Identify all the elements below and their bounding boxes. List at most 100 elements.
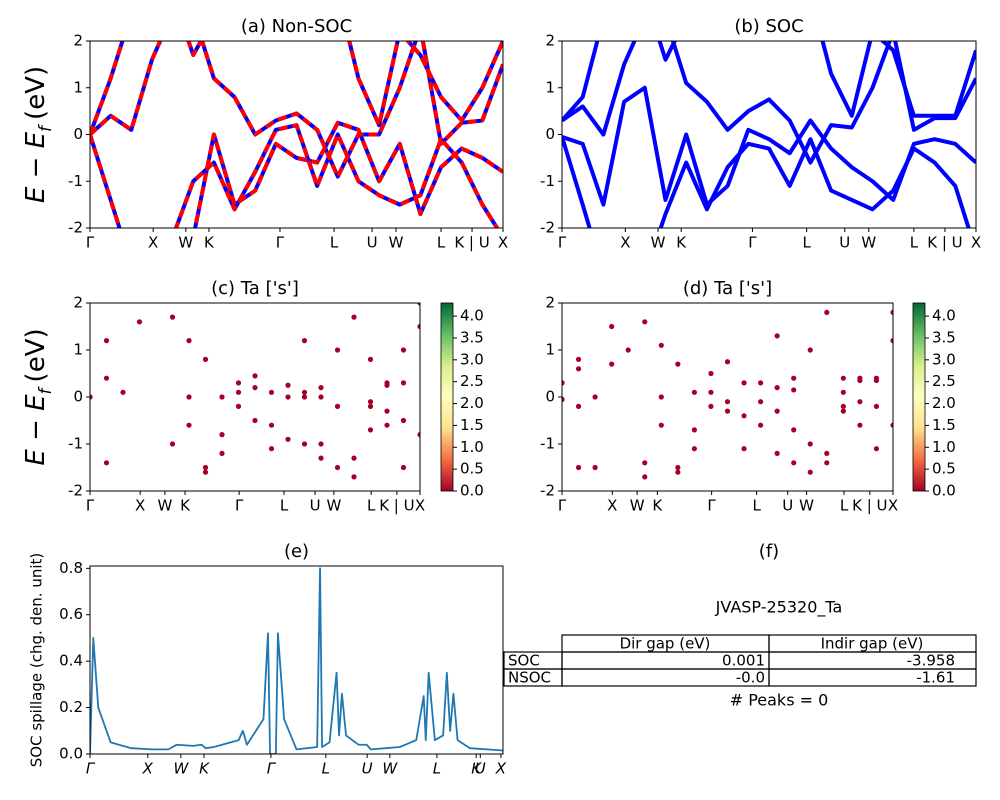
band-point xyxy=(186,277,191,282)
band-point xyxy=(400,380,407,386)
band-point xyxy=(658,422,664,428)
band-point xyxy=(774,385,780,391)
band-point xyxy=(153,535,158,540)
band-point xyxy=(609,253,614,258)
y-tick-label: 0.2 xyxy=(59,698,83,716)
band-point xyxy=(575,464,582,471)
x-tick-label: X xyxy=(607,497,617,515)
band-point xyxy=(642,319,648,325)
x-tick-label: L xyxy=(437,234,446,252)
colorbar-tick-label: 3.5 xyxy=(460,328,484,346)
band-point xyxy=(417,323,420,330)
band-line xyxy=(562,136,971,228)
y-tick-label: 1 xyxy=(545,78,555,96)
x-tick-label: W xyxy=(157,497,172,515)
band-point xyxy=(236,253,241,258)
colorbar xyxy=(440,302,454,492)
y-tick-label: 0 xyxy=(73,388,83,406)
band-point xyxy=(592,394,598,400)
band-point xyxy=(268,446,275,452)
x-tick-label: X xyxy=(142,760,154,778)
y-tick-label: -2 xyxy=(540,482,555,500)
y-tick-label: 1 xyxy=(545,341,555,359)
y-axis-label: E − Ef (eV) xyxy=(21,66,57,203)
x-tick-label: U xyxy=(475,760,486,778)
y-tick-label: -1 xyxy=(68,172,83,190)
band-point xyxy=(824,460,830,466)
band-point xyxy=(774,333,780,339)
x-tick-label: Γ xyxy=(558,497,567,515)
band-point xyxy=(219,394,225,400)
band-point xyxy=(318,441,324,447)
y-tick-label: -1 xyxy=(68,435,83,453)
band-point xyxy=(334,347,341,353)
x-tick-label: Γ xyxy=(558,234,567,252)
band-point xyxy=(741,380,747,386)
x-tick-label: Γ xyxy=(235,497,244,515)
band-point xyxy=(575,366,582,372)
band-point xyxy=(90,394,93,400)
y-tick-label: 0 xyxy=(545,388,555,406)
band-point xyxy=(824,450,830,456)
band-point xyxy=(103,460,110,466)
plot-area xyxy=(90,41,503,228)
band-point xyxy=(285,436,291,442)
x-tick-label: X xyxy=(495,760,507,778)
x-tick-label: X xyxy=(415,497,425,515)
band-point xyxy=(675,361,681,367)
band-point xyxy=(400,464,407,471)
x-tick-label: W xyxy=(861,234,876,252)
band-point xyxy=(400,417,407,424)
band-point xyxy=(626,277,631,282)
y-tick-label: 2 xyxy=(73,294,83,312)
band-point xyxy=(807,347,813,353)
y-tick-label: 0 xyxy=(545,125,555,143)
band-point xyxy=(367,356,374,362)
band-point xyxy=(758,380,764,386)
y-label-sub: f xyxy=(36,123,56,132)
y-tick-label: 0.4 xyxy=(59,652,83,670)
x-tick-label: L xyxy=(330,234,339,252)
band-point xyxy=(840,375,846,381)
y-label-main: E − E xyxy=(21,394,51,466)
band-point xyxy=(890,338,893,344)
y-tick-label: 2 xyxy=(545,32,555,50)
band-point xyxy=(626,535,631,540)
band-point xyxy=(840,403,846,409)
band-point xyxy=(807,441,813,447)
panel-title: (e) xyxy=(284,541,309,562)
band-point xyxy=(318,394,324,400)
x-tick-label: Γ xyxy=(86,234,95,252)
y-tick-label: -1 xyxy=(540,172,555,190)
colorbar-tick-label: 3.0 xyxy=(932,350,956,368)
band-point xyxy=(252,385,258,391)
band-point xyxy=(741,413,747,419)
band-point xyxy=(708,389,714,395)
band-point xyxy=(808,291,813,296)
band-point xyxy=(658,342,664,348)
plot-area xyxy=(90,253,420,540)
x-tick-label: W xyxy=(173,760,189,778)
panel-title: (f) xyxy=(759,541,779,562)
band-point xyxy=(186,394,192,400)
band-point xyxy=(890,309,893,315)
x-tick-label: K xyxy=(676,234,687,252)
table-title: JVASP-25320_Ta xyxy=(715,598,843,618)
y-axis-label: E − Ef (eV) xyxy=(21,328,57,465)
band-point xyxy=(691,427,698,433)
band-point xyxy=(791,427,797,433)
band-point xyxy=(235,389,242,395)
band-point xyxy=(351,314,357,320)
band-point xyxy=(609,361,615,367)
table-grid xyxy=(503,634,977,687)
band-point xyxy=(840,389,846,395)
band-point xyxy=(334,464,341,471)
band-point xyxy=(301,389,308,395)
x-tick-label: W xyxy=(630,497,645,515)
band-point xyxy=(658,394,664,400)
band-point xyxy=(351,474,357,480)
band-point xyxy=(593,277,598,282)
y-tick-label: 1 xyxy=(73,341,83,359)
colorbar-tick-label: 2.5 xyxy=(932,372,956,390)
x-tick-label: W xyxy=(389,234,404,252)
